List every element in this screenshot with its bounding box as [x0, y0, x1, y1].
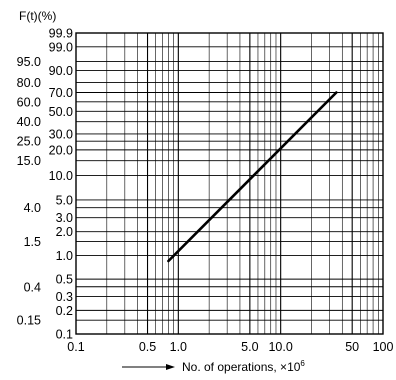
- y-tick-label: 25.0: [17, 135, 41, 149]
- y-tick-label: 20.0: [49, 143, 73, 157]
- x-tick-label: 50: [345, 340, 359, 354]
- series-layer: [167, 91, 338, 263]
- x-axis-label-text: No. of operations, ×10: [182, 360, 301, 374]
- plot-frame: [75, 32, 384, 335]
- y-tick-label: 0.3: [56, 290, 73, 304]
- x-tick-label: 5.0: [241, 340, 258, 354]
- y-tick-label: 0.15: [17, 314, 41, 328]
- y-tick-label: 0.2: [56, 304, 73, 318]
- y-tick-label: 30.0: [49, 127, 73, 141]
- major-grid: [76, 33, 383, 334]
- x-axis-label: No. of operations, ×106: [182, 359, 305, 374]
- x-tick-labels: 0.1 0.5 1.0 5.0 10.0 50 100: [67, 340, 393, 354]
- x-tick-label: 0.1: [67, 340, 84, 354]
- y-tick-label: 99.9: [49, 27, 73, 41]
- y-tick-label: 5.0: [56, 193, 73, 207]
- series-line: [167, 91, 338, 263]
- y-tick-label: 10.0: [49, 169, 73, 183]
- y-axis-label: F(t)(%): [19, 9, 56, 23]
- minor-grid: [106, 33, 379, 334]
- y-tick-labels: 99.999.0 90.0 70.0 50.0 30.0 20.0 10.0 5.0 3.02.…: [17, 27, 73, 342]
- x-tick-label: 10.0: [268, 340, 292, 354]
- y-tick-label: 0.1: [56, 328, 73, 342]
- x-tick-label: 1.0: [170, 340, 187, 354]
- arrow-head-icon: [166, 364, 175, 370]
- x-tick-label: 0.5: [139, 340, 156, 354]
- y-tick-label: 60.0: [17, 95, 41, 109]
- y-tick-label: 1.5: [24, 235, 41, 249]
- y-tick-label: 15.0: [17, 154, 41, 168]
- y-tick-label: 99.0: [49, 40, 73, 54]
- y-tick-label: 2.0: [56, 225, 73, 239]
- y-tick-label: 3.0: [56, 211, 73, 225]
- y-tick-label: 0.5: [56, 273, 73, 287]
- y-tick-label: 1.0: [56, 249, 73, 263]
- y-tick-label: 80.0: [17, 76, 41, 90]
- y-tick-label: 4.0: [24, 201, 41, 215]
- x-tick-label: 100: [373, 340, 394, 354]
- y-tick-label: 95.0: [17, 55, 41, 69]
- y-tick-label: 50.0: [49, 105, 73, 119]
- x-axis-title: No. of operations, ×106: [122, 359, 305, 374]
- x-axis-label-exponent: 6: [300, 359, 305, 368]
- y-tick-label: 90.0: [49, 64, 73, 78]
- y-tick-label: 0.4: [24, 280, 41, 294]
- y-tick-label: 70.0: [49, 86, 73, 100]
- y-tick-label: 40.0: [17, 115, 41, 129]
